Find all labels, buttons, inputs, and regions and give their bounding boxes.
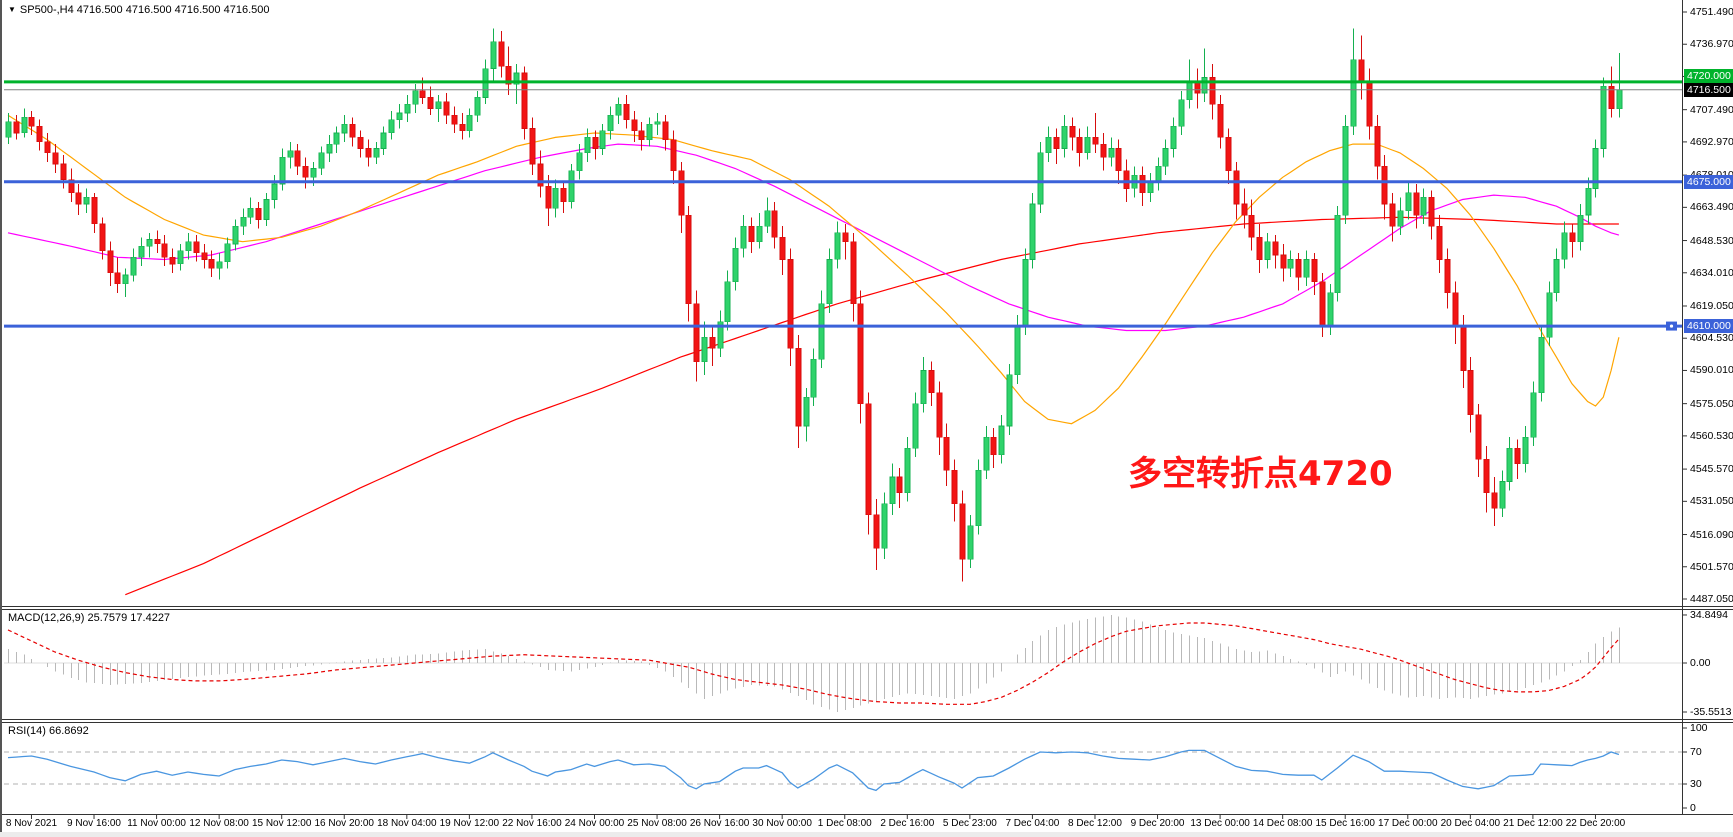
line-handle-dot [1669,324,1674,328]
rsi-axis-label: 0 [1690,802,1696,814]
price-tag-4675.000: 4675.000 [1684,174,1733,189]
price-tag-4610.000: 4610.000 [1684,319,1733,334]
price-tick-label: 4560.530 [1690,429,1733,442]
price-tick-label: 4516.090 [1690,528,1733,541]
time-tick-label: 2 Dec 16:00 [880,818,935,829]
time-tick-label: 24 Nov 00:00 [564,818,625,829]
rsi-label: RSI(14) 66.8692 [8,725,89,737]
price-tag-4716.500: 4716.500 [1684,82,1733,97]
window-bottom-strip [0,832,1733,837]
price-tag-4720.000: 4720.000 [1684,68,1733,83]
macd-histogram [8,615,1620,712]
time-tick-label: 8 Dec 12:00 [1068,818,1122,829]
price-tick-label: 4501.570 [1690,560,1733,573]
window-left-edge [0,0,2,837]
price-tick-label: 4487.050 [1690,592,1733,605]
time-tick-label: 9 Dec 20:00 [1130,818,1185,829]
chevron-down-icon[interactable]: ▼ [8,5,16,14]
time-tick-label: 20 Dec 04:00 [1440,818,1501,829]
time-tick-label: 26 Nov 16:00 [689,818,750,829]
price-tick-label: 4545.570 [1690,463,1733,476]
time-tick-label: 15 Nov 12:00 [251,818,312,829]
time-tick-label: 22 Dec 20:00 [1565,818,1626,829]
time-tick-label: 22 Nov 16:00 [502,818,562,829]
price-tick-label: 4604.530 [1690,332,1733,345]
macd-axis-label: 34.8494 [1690,608,1728,621]
time-tick-label: 19 Nov 12:00 [439,818,500,829]
price-tick-label: 4692.970 [1690,135,1733,148]
price-tick-label: 4736.970 [1690,38,1733,51]
rsi-line [7,749,1620,792]
macd-axis-label: -35.5513 [1690,705,1732,718]
time-tick-label: 15 Dec 16:00 [1315,818,1375,829]
rsi-axis-label: 100 [1690,722,1708,734]
symbol-quote-text: SP500-,H4 4716.500 4716.500 4716.500 471… [19,4,270,16]
price-tick-label: 4751.490 [1690,6,1733,18]
time-tick-label: 17 Dec 00:00 [1378,818,1438,829]
macd-axis-label: 0.00 [1690,657,1711,669]
time-tick-label: 9 Nov 16:00 [67,818,121,829]
annotation-text[interactable]: 多空转折点4720 [1128,454,1393,494]
price-tick-label: 4531.050 [1690,495,1733,508]
macd-label: MACD(12,26,9) 25.7579 17.4227 [8,612,171,624]
time-tick-label: 14 Dec 08:00 [1252,818,1313,829]
time-tick-label: 25 Nov 08:00 [627,818,687,829]
ma-slow-line [125,216,1619,596]
rsi-axis-label: 30 [1690,778,1702,790]
price-tick-label: 4707.490 [1690,103,1733,116]
time-tick-label: 12 Nov 08:00 [189,818,249,829]
price-tick-label: 4590.010 [1690,364,1733,377]
time-tick-label: 30 Nov 00:00 [752,818,812,829]
ma-fast-line [7,114,1620,425]
time-tick-label: 16 Nov 20:00 [314,818,375,829]
price-tick-label: 4663.490 [1690,201,1733,214]
candlesticks [5,28,1623,582]
time-tick-label: 11 Nov 00:00 [127,818,186,829]
time-tick-label: 18 Nov 04:00 [377,818,437,829]
symbol-header: ▼ SP500-,H4 4716.500 4716.500 4716.500 47… [8,4,269,16]
time-tick-label: 1 Dec 08:00 [817,818,872,829]
price-tick-label: 4648.530 [1690,234,1733,247]
time-tick-label: 5 Dec 23:00 [942,818,997,829]
time-tick-label: 21 Dec 12:00 [1503,818,1563,829]
price-tick-label: 4634.010 [1690,266,1733,279]
time-tick-label: 7 Dec 04:00 [1005,818,1060,829]
time-tick-label: 13 Dec 00:00 [1190,818,1250,829]
price-tick-label: 4575.050 [1690,397,1733,410]
rsi-axis-label: 70 [1690,746,1702,758]
price-tick-label: 4619.050 [1690,299,1733,312]
time-tick-label: 8 Nov 2021 [5,818,58,829]
